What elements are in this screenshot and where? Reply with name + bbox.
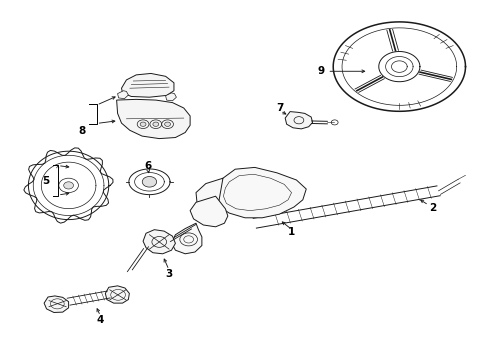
Polygon shape [117, 99, 190, 139]
Circle shape [165, 122, 171, 126]
Polygon shape [105, 286, 129, 303]
Text: 1: 1 [288, 227, 295, 237]
Circle shape [64, 182, 74, 189]
Text: 2: 2 [429, 203, 436, 213]
Polygon shape [172, 223, 202, 254]
Polygon shape [216, 167, 306, 218]
Circle shape [140, 122, 146, 126]
Text: 5: 5 [42, 176, 49, 186]
Polygon shape [166, 93, 176, 101]
Polygon shape [143, 230, 175, 254]
Polygon shape [190, 196, 228, 227]
Circle shape [153, 122, 159, 126]
Text: 6: 6 [145, 161, 151, 171]
Polygon shape [44, 296, 69, 312]
Text: 8: 8 [79, 126, 86, 136]
Text: 4: 4 [97, 315, 104, 325]
Polygon shape [122, 73, 174, 97]
Text: 7: 7 [276, 103, 284, 113]
Polygon shape [285, 112, 313, 129]
Polygon shape [118, 91, 128, 99]
Polygon shape [196, 178, 223, 212]
Text: 9: 9 [318, 66, 324, 76]
Circle shape [142, 176, 157, 187]
Text: 3: 3 [166, 269, 172, 279]
